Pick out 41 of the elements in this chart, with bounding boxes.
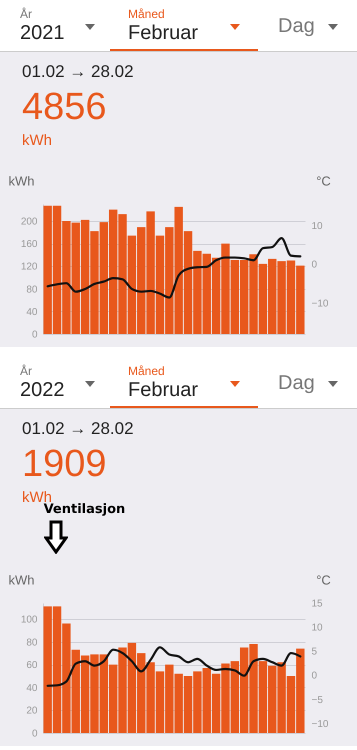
y2-tick-label: −10 <box>312 718 329 730</box>
y-tick-label: 200 <box>20 216 38 228</box>
text: 4856 <box>22 86 108 128</box>
y-tick-label: 60 <box>26 660 38 672</box>
y-tick-label: 80 <box>26 284 38 296</box>
y-axis-title: kWh <box>8 572 34 588</box>
text: 2021 <box>20 21 66 45</box>
y-tick-label: 120 <box>20 262 38 273</box>
text: Dag <box>278 14 316 38</box>
y2-axis-title: °C <box>316 572 331 588</box>
y2-axis-title: °C <box>316 174 331 188</box>
text: Februar <box>128 378 200 402</box>
y2-tick-label: 10 <box>312 622 324 634</box>
text: År <box>20 7 33 21</box>
text: År <box>20 364 33 378</box>
y-tick-label: 100 <box>20 614 38 626</box>
text: Måned <box>128 364 166 378</box>
y2-tick-label: 10 <box>312 220 324 232</box>
y-tick-label: 160 <box>20 239 38 250</box>
y-tick-label: 80 <box>26 637 38 648</box>
text: 01.02 → 28.02 <box>22 62 135 82</box>
y2-tick-label: −5 <box>312 694 324 706</box>
y-axis-title: kWh <box>8 174 34 188</box>
y2-tick-label: −10 <box>312 298 329 310</box>
text: Dag <box>278 371 316 395</box>
y-tick-label: 20 <box>26 706 38 717</box>
y-tick-label: 40 <box>26 682 38 694</box>
text: 01.02 → 28.02 <box>22 419 135 439</box>
text: Måned <box>128 7 166 21</box>
y2-tick-label: 0 <box>312 260 318 271</box>
y2-tick-label: 5 <box>312 646 318 658</box>
text: 2022 <box>20 378 66 402</box>
y-tick-label: 40 <box>26 306 38 318</box>
y2-tick-label: 15 <box>312 598 324 610</box>
text: 1909 <box>22 443 108 485</box>
y2-tick-label: 0 <box>312 670 318 682</box>
text: Ventilasjon <box>44 502 126 517</box>
text: kWh <box>22 132 53 149</box>
text: Februar <box>128 21 200 45</box>
y-tick-label: 0 <box>32 728 38 740</box>
y-tick-label: 0 <box>32 330 38 340</box>
